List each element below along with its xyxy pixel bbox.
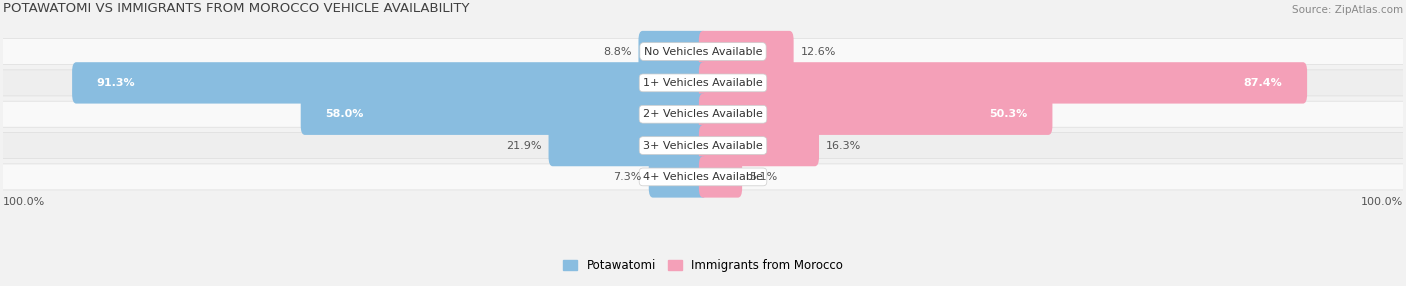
- Text: 1+ Vehicles Available: 1+ Vehicles Available: [643, 78, 763, 88]
- Text: 7.3%: 7.3%: [613, 172, 643, 182]
- FancyBboxPatch shape: [3, 133, 1403, 158]
- Text: 21.9%: 21.9%: [506, 141, 541, 150]
- Text: 50.3%: 50.3%: [990, 109, 1028, 119]
- Text: 87.4%: 87.4%: [1244, 78, 1282, 88]
- FancyBboxPatch shape: [3, 164, 1403, 190]
- FancyBboxPatch shape: [548, 125, 707, 166]
- FancyBboxPatch shape: [699, 125, 820, 166]
- Text: 3+ Vehicles Available: 3+ Vehicles Available: [643, 141, 763, 150]
- Text: 4+ Vehicles Available: 4+ Vehicles Available: [643, 172, 763, 182]
- Text: 91.3%: 91.3%: [97, 78, 135, 88]
- Text: 100.0%: 100.0%: [3, 197, 45, 207]
- Text: POTAWATOMI VS IMMIGRANTS FROM MOROCCO VEHICLE AVAILABILITY: POTAWATOMI VS IMMIGRANTS FROM MOROCCO VE…: [3, 3, 470, 15]
- FancyBboxPatch shape: [699, 62, 1308, 104]
- Text: 100.0%: 100.0%: [1361, 197, 1403, 207]
- FancyBboxPatch shape: [648, 156, 707, 198]
- Text: 16.3%: 16.3%: [825, 141, 860, 150]
- FancyBboxPatch shape: [301, 94, 707, 135]
- Text: 5.1%: 5.1%: [749, 172, 778, 182]
- Text: No Vehicles Available: No Vehicles Available: [644, 47, 762, 57]
- Text: 58.0%: 58.0%: [325, 109, 364, 119]
- FancyBboxPatch shape: [3, 70, 1403, 96]
- FancyBboxPatch shape: [3, 101, 1403, 127]
- FancyBboxPatch shape: [3, 39, 1403, 65]
- FancyBboxPatch shape: [699, 156, 742, 198]
- Text: 8.8%: 8.8%: [603, 47, 631, 57]
- Text: 2+ Vehicles Available: 2+ Vehicles Available: [643, 109, 763, 119]
- Text: 12.6%: 12.6%: [800, 47, 835, 57]
- Legend: Potawatomi, Immigrants from Morocco: Potawatomi, Immigrants from Morocco: [562, 259, 844, 273]
- Text: Source: ZipAtlas.com: Source: ZipAtlas.com: [1292, 5, 1403, 15]
- FancyBboxPatch shape: [699, 94, 1053, 135]
- FancyBboxPatch shape: [638, 31, 707, 72]
- FancyBboxPatch shape: [699, 31, 793, 72]
- FancyBboxPatch shape: [72, 62, 707, 104]
